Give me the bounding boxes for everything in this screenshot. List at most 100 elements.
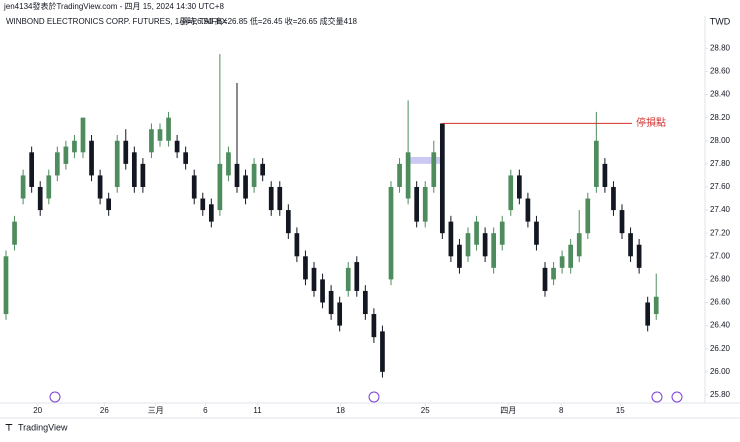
candle-body [593,140,599,187]
candle-body [174,140,180,153]
x-tick-label: 18 [336,406,345,415]
candle-body [311,267,317,291]
footer: TradingView [18,422,68,432]
y-tick-label: 26.60 [710,298,731,307]
candle-body [328,290,334,315]
x-tick-label: 20 [33,406,42,415]
candle-body [260,163,266,176]
candle-body [89,140,94,176]
candle-body [97,175,103,199]
y-tick-label: 26.20 [710,344,731,353]
event-icon[interactable] [651,391,663,403]
candle-body [183,152,189,164]
candle-body [337,302,343,326]
candle-body [268,186,274,211]
event-icon[interactable] [368,391,380,403]
y-tick-label: 27.00 [710,251,731,260]
y-tick-label: 28.80 [710,43,731,52]
candle-body [54,152,60,176]
candle-body [114,140,120,187]
candle-body [149,129,154,153]
candle-body [131,152,137,187]
candle-body [568,244,574,268]
candle-body [277,186,283,211]
candle-body [542,267,548,291]
candle-body [200,198,206,211]
candle-body [508,175,514,211]
candle-body [380,331,385,372]
candle-body [140,163,146,187]
y-tick-label: 27.80 [710,159,731,168]
candle-body [191,175,197,199]
x-tick-label: 8 [559,406,564,415]
candle-body [619,210,625,234]
event-icon[interactable] [49,391,61,403]
candle-body [405,152,411,199]
candle-body [46,175,52,199]
legend-values: 開=26.50 高=26.85 低=26.45 收=26.65 成交量418 [180,16,358,26]
y-tick-label: 26.80 [710,275,731,284]
event-icon[interactable] [671,391,683,403]
candle-body [585,198,591,234]
candle-body [243,175,248,199]
x-tick-label: 三月 [148,406,164,415]
candle-body [294,233,300,257]
candle-body [20,175,26,199]
candle-body [320,279,325,303]
candle-body [345,267,351,291]
candle-body [166,117,171,141]
candle-body [251,163,257,187]
candle-body [123,140,129,164]
candle-body [285,210,291,234]
y-tick-label: 27.60 [710,182,731,191]
candle-body [388,186,394,280]
candle-body [499,221,505,245]
candle-body [37,186,43,211]
candle-body [482,233,488,257]
y-tick-label: 28.60 [710,67,731,76]
y-tick-label: 27.40 [710,205,731,214]
candle-body [516,175,522,199]
x-tick-label: 11 [253,406,262,415]
zone-box [408,156,443,164]
candle-body [559,256,565,268]
footer-logo: ⊤ [5,422,13,432]
candle-body [431,152,437,187]
stop-label: 停損點 [636,116,666,129]
chart-title: WINBOND ELECTRONICS CORP. FUTURES, 1小時, … [6,17,228,26]
candle-body [303,256,308,280]
candle-body [491,233,497,268]
candle-body [628,233,633,257]
candle-body [611,186,616,211]
candle-body [525,198,531,222]
candle-body [602,163,608,187]
candle-body [354,262,360,291]
candle-body [551,267,556,280]
candle-body [439,123,445,234]
candle-body [208,204,214,222]
candle-body [414,186,420,222]
candle-body [72,140,77,153]
candle-body [371,314,377,338]
candle-body [465,233,471,257]
candle-body [3,256,9,315]
candle-body [63,146,69,164]
candle-body [457,244,462,268]
candle-body [474,221,479,245]
y-tick-label: 28.00 [710,136,731,145]
candle-body [362,290,368,315]
candle-body [636,244,642,268]
candle-body [234,163,240,187]
candle-body [653,296,659,315]
candle-body [576,233,582,257]
header: jen4134發表於TradingView.com - 四月 15, 2024 … [3,1,224,11]
candle-body [12,221,17,245]
y-tick-label: 26.00 [710,367,731,376]
y-tick-label: 26.40 [710,321,731,330]
candle-body [448,221,454,257]
y-tick-label: 28.40 [710,90,731,99]
candle-body [217,163,223,211]
candle-body [422,186,428,222]
